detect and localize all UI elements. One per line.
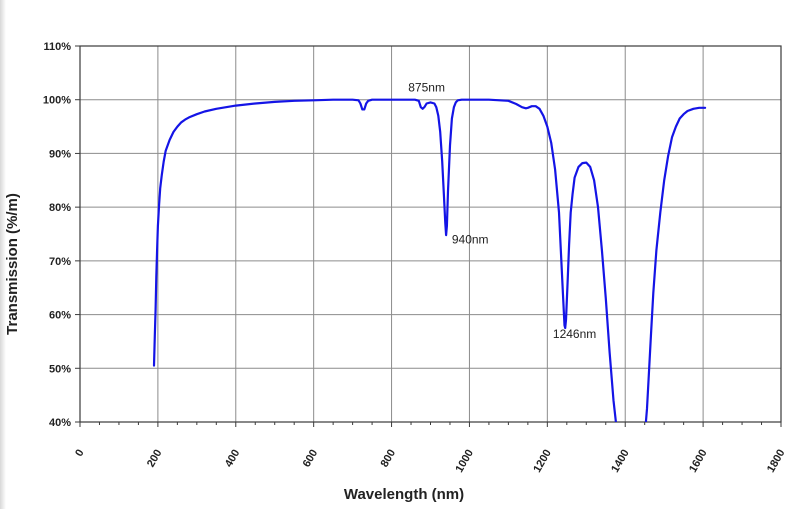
annotation-label: 940nm <box>452 233 489 247</box>
x-tick-label: 1800 <box>765 448 788 475</box>
x-tick-labels: 0 200 400 600 800 1000 1200 1400 1600 1800 <box>73 448 787 475</box>
transmission-curve-segment-1 <box>152 98 618 422</box>
transmission-curve-segment-2 <box>644 106 707 422</box>
y-tick-label: 110% <box>43 41 71 53</box>
x-tick-label: 200 <box>145 448 165 470</box>
x-tick-label: 1000 <box>453 448 476 475</box>
annotation-label: 875nm <box>408 81 445 95</box>
y-tick-label: 90% <box>49 148 71 160</box>
x-tick-label: 1600 <box>687 448 710 475</box>
x-tick-label: 600 <box>301 448 321 470</box>
y-tick-label: 100% <box>43 95 71 107</box>
x-tick-label: 400 <box>223 448 243 470</box>
y-tick-label: 60% <box>49 310 71 322</box>
left-edge-shadow <box>0 0 6 509</box>
x-tick-label: 1400 <box>609 448 632 475</box>
y-tick-label: 40% <box>49 417 71 429</box>
annotations: 875nm 940nm 1246nm <box>408 81 596 342</box>
grid-lines <box>80 45 781 422</box>
y-tick-label: 80% <box>49 202 71 214</box>
y-axis-title: Transmission (%/m) <box>4 193 21 335</box>
annotation-label: 1246nm <box>553 327 596 341</box>
series-group <box>152 98 707 422</box>
y-tick-label: 70% <box>49 256 71 268</box>
x-axis-title: Wavelength (nm) <box>344 486 464 503</box>
x-tick-label: 1200 <box>531 448 554 475</box>
axis-ticks <box>75 45 782 427</box>
x-tick-label: 800 <box>379 448 399 470</box>
y-tick-label: 50% <box>49 363 71 375</box>
y-tick-labels: 40% 50% 60% 70% 80% 90% 100% 110% <box>43 41 71 429</box>
x-tick-label: 0 <box>73 448 86 459</box>
